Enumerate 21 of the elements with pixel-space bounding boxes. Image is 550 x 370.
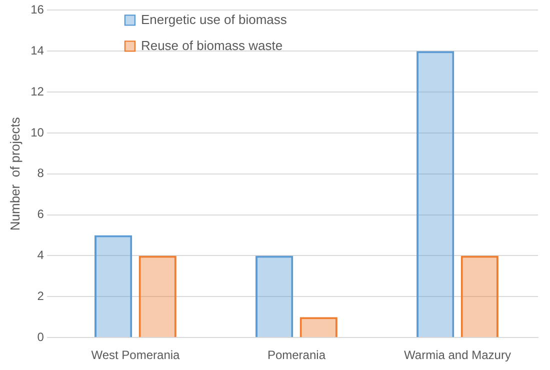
y-tick-label: 12 <box>30 84 44 98</box>
x-tick-label: Pomerania <box>267 348 326 362</box>
x-tick-label: Warmia and Mazury <box>404 348 511 362</box>
y-tick-label: 10 <box>30 125 44 140</box>
y-tick-label: 4 <box>37 248 44 262</box>
y-tick-label: 2 <box>37 288 44 303</box>
bar <box>94 235 132 338</box>
bar <box>300 317 338 338</box>
bar <box>138 256 176 338</box>
x-tick-label: West Pomerania <box>91 348 180 362</box>
bar <box>460 256 498 338</box>
bar <box>416 51 454 338</box>
y-tick-label: 14 <box>30 43 44 58</box>
legend-label: Energetic use of biomass <box>140 12 288 27</box>
y-tick-label: 16 <box>30 2 44 17</box>
y-tick-label: 6 <box>37 207 44 222</box>
legend-label: Reuse of biomass waste <box>140 38 283 53</box>
bar <box>256 256 294 338</box>
y-tick-label: 0 <box>37 330 44 344</box>
y-axis-title: Number of projects <box>7 116 22 231</box>
y-tick-label: 8 <box>37 166 44 180</box>
